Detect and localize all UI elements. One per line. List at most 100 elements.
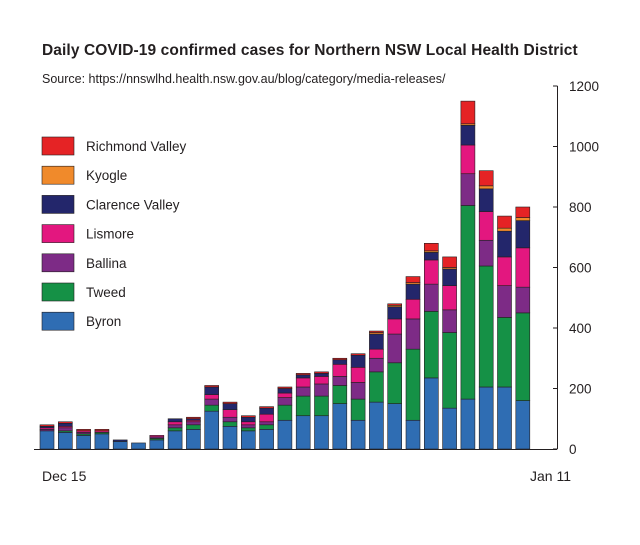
bar-segment-ballina [259,421,274,426]
bar-segment-byron [94,433,110,450]
bar-segment-byron [167,430,183,450]
bar-segment-lismore [350,367,366,383]
bar-segment-ballina [423,283,439,312]
bar-segment-tweed [222,421,238,427]
bar-segment-tweed [369,371,384,403]
bar-segment-byron [332,403,348,450]
bar-segment-richmond-valley [314,371,329,374]
chart-title: Daily COVID-19 confirmed cases for North… [42,42,578,59]
legend-label-ballina: Ballina [86,256,127,271]
bar-segment-byron [112,441,128,450]
bar-segment-byron [222,426,238,450]
legend-label-tweed: Tweed [86,285,126,300]
bar-segment-tweed [332,385,348,404]
bar-segment-clarence-valley [387,306,403,320]
bar-segment-byron [259,429,274,450]
bar-segment-richmond-valley [39,424,55,427]
bar-segment-richmond-valley [295,373,311,376]
bars [39,100,531,450]
bar-segment-ballina [332,376,348,386]
bar-segment-clarence-valley [314,373,329,377]
bar-segment-byron [423,377,439,450]
bar-segment-kyogle [497,227,512,232]
bar-segment-richmond-valley [259,406,274,409]
bar-segment-byron [350,419,366,450]
bar-segment-clarence-valley [57,422,73,427]
bar-segment-byron [405,419,421,450]
bar-segment-tweed [423,311,439,379]
axes: 0 200 400 600 800 1000 1200 Dec 15 Jan 11 [34,79,599,484]
y-tick-label: 1000 [569,140,599,155]
bar-segment-lismore [295,377,311,388]
bar-segment-tweed [350,398,366,421]
bar-segment-byron [277,419,293,450]
legend-label-byron: Byron [86,314,121,329]
legend-label-lismore: Lismore [86,227,134,242]
y-tick-label: 1200 [569,79,599,94]
bar-segment-tweed [387,362,403,404]
bar-segment-lismore [222,409,238,418]
bar-segment-tweed [460,205,476,400]
bar-segment-lismore [277,392,293,398]
bar-segment-byron [295,415,311,450]
bar-segment-richmond-valley [332,357,348,361]
bar-segment-richmond-valley [94,429,110,432]
bar-segment-ballina [204,398,219,406]
bar-segment-lismore [259,413,274,423]
bar-segment-ballina [460,173,476,206]
bar-segment-lismore [387,318,403,335]
legend-swatch-ballina [41,253,75,273]
y-tick-label: 200 [569,382,592,397]
y-tick-label: 0 [569,442,577,457]
legend-swatch-tweed [41,282,75,302]
bar-segment-tweed [259,424,274,430]
bar-segment-ballina [369,357,384,373]
legend-label-clarence-valley: Clarence Valley [86,197,180,212]
bar-segment-lismore [478,211,494,241]
bar-segment-lismore [442,285,457,311]
legend-label-kyogle: Kyogle [86,168,127,183]
bar-segment-ballina [314,383,329,397]
x-tick-label-end: Jan 11 [530,468,571,484]
bar-segment-clarence-valley [497,230,512,258]
legend-swatch-byron [41,311,75,331]
bar-segment-clarence-valley [460,125,476,146]
bar-segment-richmond-valley [204,385,219,388]
bar-segment-clarence-valley [222,403,238,410]
bar-segment-lismore [497,256,512,286]
bar-segment-richmond-valley [222,401,238,404]
bar-segment-clarence-valley [259,407,274,415]
bar-segment-clarence-valley [369,333,384,350]
bar-segment-byron [314,415,329,450]
bar-segment-byron [460,398,476,450]
bar-segment-ballina [515,286,531,314]
y-tick-label: 400 [569,321,592,336]
bar-segment-richmond-valley [241,415,256,418]
bar-segment-tweed [167,427,183,432]
bar-segment-kyogle [478,185,494,190]
bar-segment-lismore [515,247,531,288]
bar-segment-tweed [314,395,329,417]
bar-segment-lismore [167,421,183,426]
bar-segment-lismore [204,394,219,400]
bar-segment-ballina [167,424,183,429]
bar-segment-richmond-valley [442,256,457,268]
y-tick-label: 600 [569,261,592,276]
bar-segment-ballina [497,285,512,318]
bar-segment-tweed [515,312,531,401]
bar-segment-richmond-valley [76,429,91,432]
bar-segment-richmond-valley [387,303,403,306]
bar-segment-lismore [460,144,476,175]
bar-segment-lismore [314,376,329,385]
bar-segment-richmond-valley [350,353,366,356]
bar-segment-byron [204,410,219,450]
bar-segment-clarence-valley [277,388,293,394]
bar-segment-richmond-valley [277,386,293,389]
bar-segment-clarence-valley [442,268,457,286]
bar-segment-richmond-valley [369,330,384,333]
legend-swatch-lismore [41,224,75,243]
bar-segment-ballina [277,397,293,406]
bar-segment-richmond-valley [478,170,494,187]
bar-segment-tweed [497,317,512,388]
